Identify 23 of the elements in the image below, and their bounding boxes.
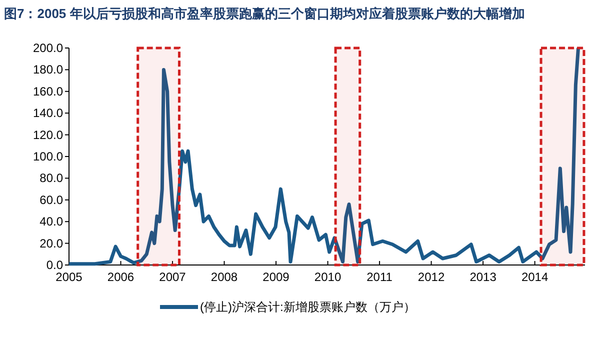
x-tick-label: 2008	[210, 270, 238, 284]
x-tick-label: 2012	[418, 270, 445, 284]
x-tick-label: 2006	[107, 270, 134, 284]
y-tick-label: 180.0	[32, 62, 64, 77]
y-tick-label: 40.0	[40, 214, 64, 229]
x-tick-label: 2010	[314, 270, 342, 284]
legend-label: (停止)沪深合计:新增股票账户数（万户）	[200, 300, 416, 314]
y-tick-label: 140.0	[32, 106, 64, 120]
y-tick-label: 200.0	[32, 41, 64, 55]
y-tick-label: 160.0	[32, 84, 64, 98]
y-tick-label: 20.0	[40, 236, 64, 250]
y-tick-label: 120.0	[32, 128, 64, 142]
x-tick-label: 2014	[521, 270, 548, 284]
x-tick-label: 2011	[366, 270, 393, 284]
y-tick-label: 60.0	[40, 192, 64, 207]
x-tick-label: 2005	[56, 270, 83, 284]
y-tick-label: 80.0	[40, 171, 64, 186]
y-tick-label: 0.0	[46, 258, 64, 272]
x-tick-label: 2013	[470, 270, 497, 284]
y-tick-label: 100.0	[32, 150, 64, 164]
chart-title: 图7：2005 年以后亏损股和高市盈率股票跑赢的三个窗口期均对应着股票账户数的大幅增加	[4, 6, 525, 21]
x-tick-label: 2009	[262, 270, 290, 284]
x-tick-label: 2007	[159, 270, 186, 284]
